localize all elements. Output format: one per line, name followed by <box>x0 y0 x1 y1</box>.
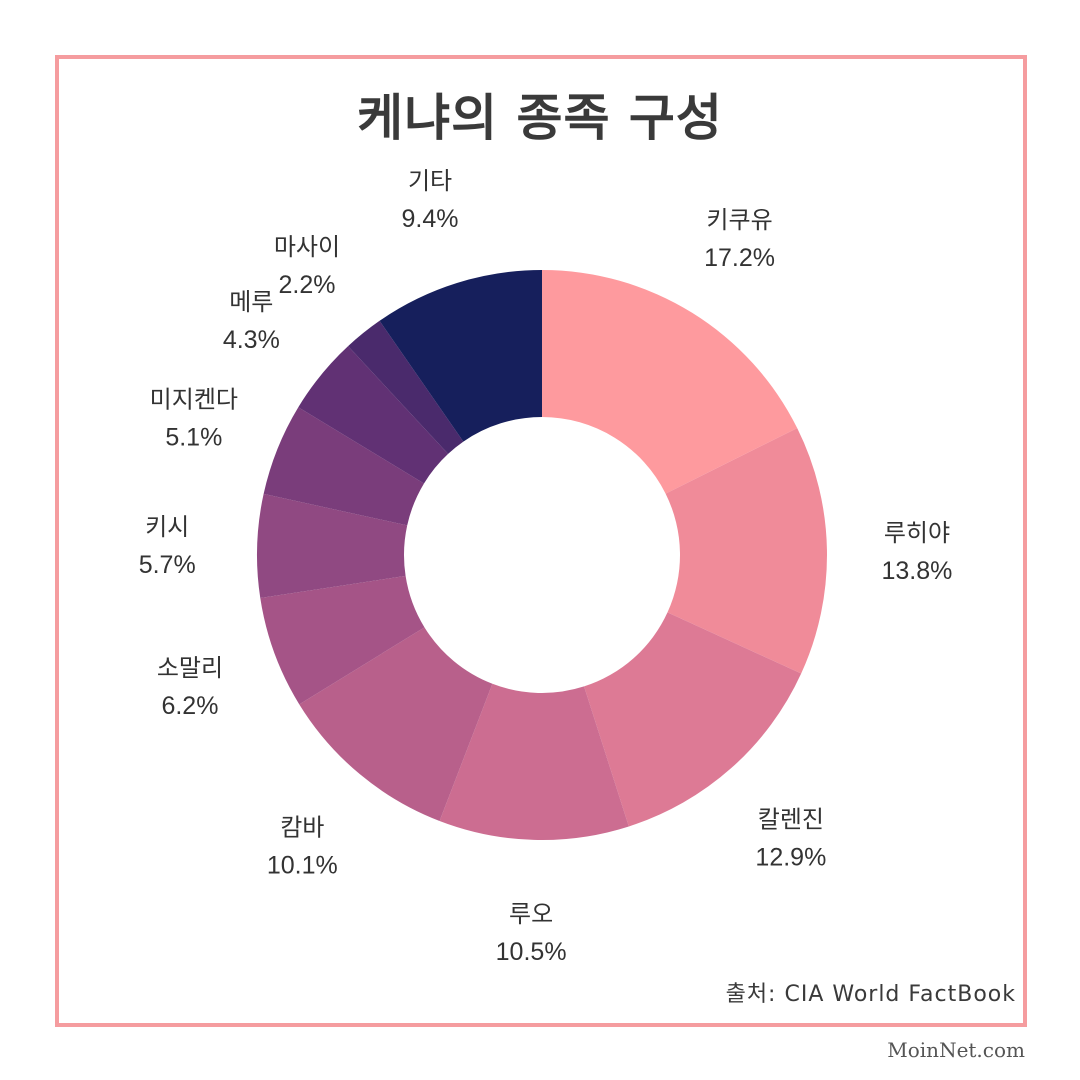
slice-3 <box>439 683 629 841</box>
slice-label-6: 키시 <box>145 513 189 541</box>
slice-label-1: 루히야 <box>884 519 950 547</box>
slice-labels: 키쿠유 17.2% 루히야 13.8% 칼렌진 12.9% 루오 10.5% 캄바 10.1% 소말… <box>139 167 953 966</box>
slice-label-3: 루오 <box>509 900 553 928</box>
slice-4 <box>299 627 493 821</box>
donut-slices <box>257 270 827 841</box>
slice-value-2: 12.9% <box>755 844 826 872</box>
slice-value-5: 6.2% <box>161 692 218 720</box>
slice-9 <box>348 320 464 454</box>
slice-5 <box>260 575 425 705</box>
slice-1 <box>665 428 827 674</box>
slice-label-2: 칼렌진 <box>758 806 824 834</box>
slice-label-10: 기타 <box>408 167 452 195</box>
site-credit: MoinNet.com <box>887 1038 1025 1062</box>
slice-value-6: 5.7% <box>139 551 196 579</box>
slice-7 <box>263 407 424 526</box>
slice-8 <box>298 346 449 484</box>
slice-10 <box>379 270 542 442</box>
slice-label-0: 키쿠유 <box>706 206 772 234</box>
chart-frame <box>55 55 1027 1027</box>
slice-2 <box>584 612 802 827</box>
slice-value-9: 2.2% <box>278 271 335 299</box>
slice-label-7: 미지켄다 <box>150 386 238 414</box>
slice-label-5: 소말리 <box>157 654 223 682</box>
slice-value-4: 10.1% <box>267 851 338 879</box>
slice-label-8: 메루 <box>229 288 273 316</box>
slice-value-8: 4.3% <box>223 326 280 354</box>
slice-label-4: 캄바 <box>280 813 324 841</box>
slice-0 <box>542 270 798 494</box>
chart-title: 케냐의 종족 구성 <box>357 89 723 147</box>
slice-label-9: 마사이 <box>274 233 340 261</box>
slice-value-10: 9.4% <box>402 205 459 233</box>
source-note: 출처: CIA World FactBook <box>725 982 1016 1007</box>
slice-value-7: 5.1% <box>165 424 222 452</box>
slice-value-1: 13.8% <box>882 557 953 585</box>
slice-value-3: 10.5% <box>496 938 567 966</box>
slice-6 <box>257 493 408 599</box>
slice-value-0: 17.2% <box>704 244 775 272</box>
